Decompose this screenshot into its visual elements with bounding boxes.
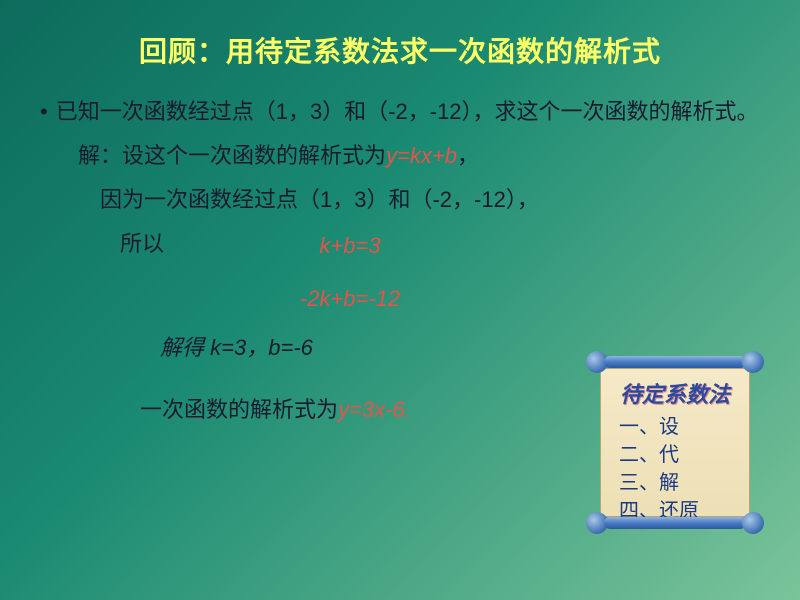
rod-knob-icon: [742, 351, 764, 373]
solution-line-3-prefix: 所以: [40, 222, 164, 266]
equation-2: -2k+b=-12: [0, 281, 760, 316]
scroll-rod-top: [590, 350, 760, 374]
scroll-item: 一、设: [615, 413, 735, 441]
problem-line: • 已知一次函数经过点（1，3）和（-2，-12），求这个一次函数的解析式。: [40, 90, 760, 134]
scroll-body: 待定系数法 一、设 二、代 三、解 四、还原: [600, 368, 750, 517]
final-prefix: 一次函数的解析式为: [140, 397, 338, 422]
solution-line-1: 解：设这个一次函数的解析式为y=kx+b，: [40, 134, 760, 178]
sol-suffix: ，: [457, 143, 479, 168]
rod-knob-icon: [742, 512, 764, 534]
solution-line-2: 因为一次函数经过点（1，3）和（-2，-12），: [40, 178, 760, 222]
rod-bar: [604, 356, 746, 368]
bullet-icon: •: [40, 90, 48, 134]
result-k: k=3: [210, 335, 246, 360]
result-prefix: 解得: [160, 335, 210, 360]
rod-bar: [604, 517, 746, 529]
result-b: b=-6: [268, 335, 313, 360]
sol-equation: y=kx+b: [386, 143, 457, 168]
scroll-title: 待定系数法: [615, 377, 735, 409]
method-scroll: 待定系数法 一、设 二、代 三、解 四、还原: [590, 350, 760, 535]
result-sep: ，: [246, 335, 268, 360]
final-equation: y=3x-6.: [338, 397, 411, 422]
page-title: 回顾：用待定系数法求一次函数的解析式: [0, 0, 800, 90]
problem-text: 已知一次函数经过点（1，3）和（-2，-12），求这个一次函数的解析式。: [56, 90, 760, 134]
scroll-item: 三、解: [615, 469, 735, 497]
scroll-rod-bottom: [590, 511, 760, 535]
sol-prefix: 解：设这个一次函数的解析式为: [78, 143, 386, 168]
scroll-item: 二、代: [615, 441, 735, 469]
